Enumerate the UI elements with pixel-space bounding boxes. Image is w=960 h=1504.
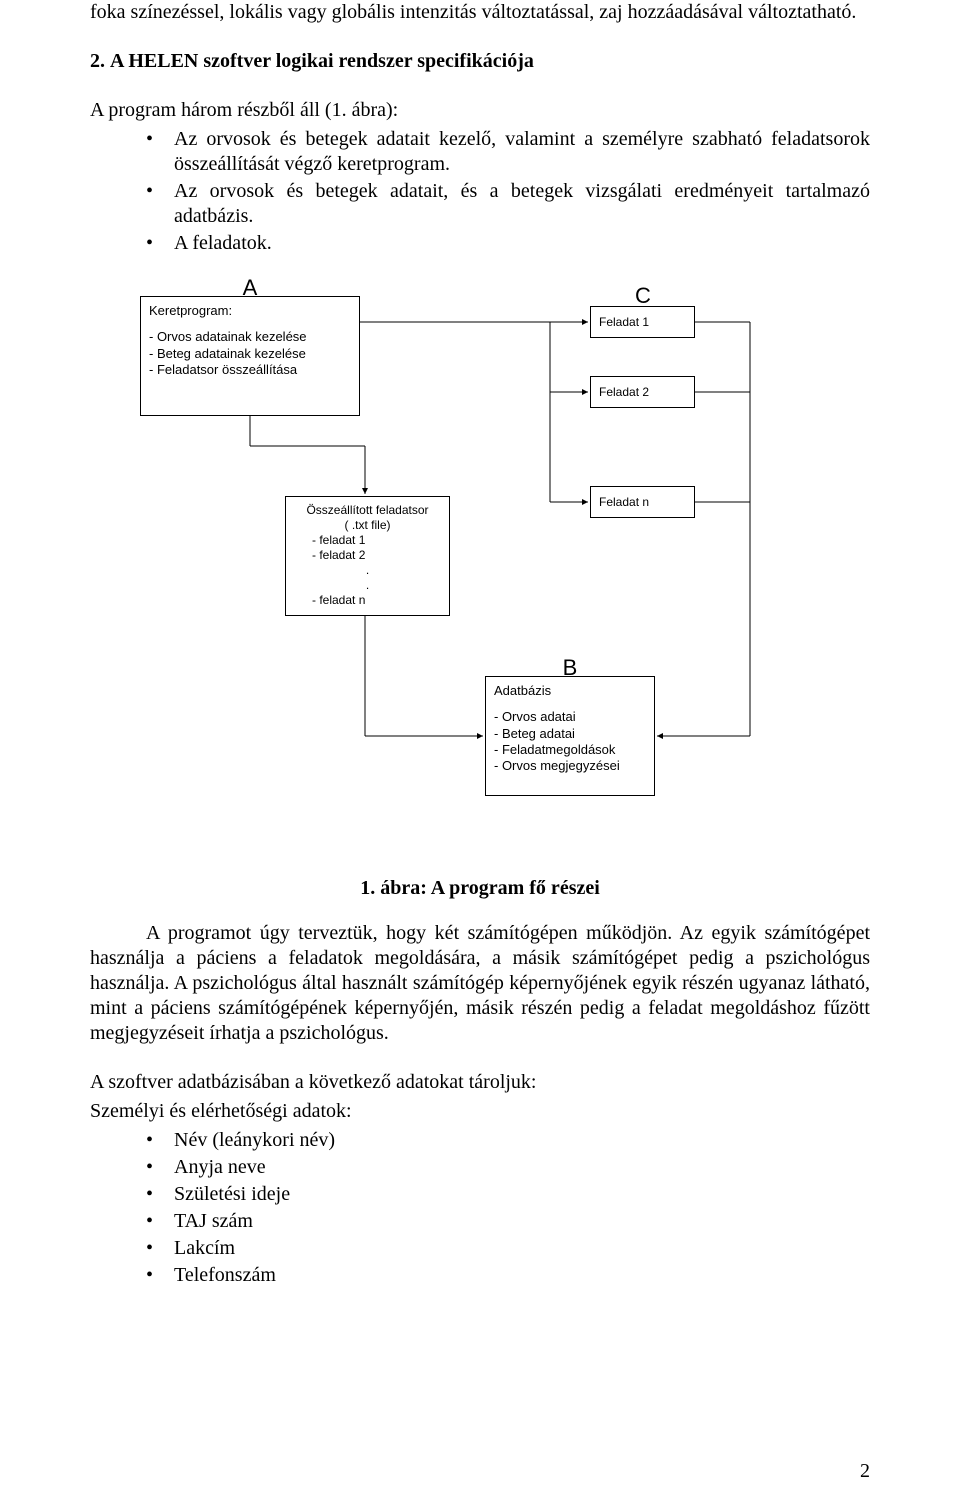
box-a-keretprogram: Keretprogram: - Orvos adatainak kezelése… [140, 296, 360, 416]
feladat-label: Feladat n [599, 495, 649, 510]
section-title: A HELEN szoftver logikai rendszer specif… [110, 50, 534, 72]
list-item: Születési ideje [146, 1182, 870, 1207]
file-line: Összeállított feladatsor [294, 503, 441, 518]
intro-line: A program három részből áll (1. ábra): [90, 98, 870, 123]
file-line: - feladat n [294, 593, 441, 608]
body-paragraph-1: A programot úgy terveztük, hogy két szám… [90, 921, 870, 1046]
intro-paragraph: foka színezéssel, lokális vagy globális … [90, 0, 870, 25]
box-a-item: - Feladatsor összeállítása [149, 362, 351, 378]
box-a-title: Keretprogram: [149, 303, 351, 319]
feladat-label: Feladat 1 [599, 315, 649, 330]
box-b-item: - Feladatmegoldások [494, 742, 646, 758]
box-a-item: - Beteg adatainak kezelése [149, 346, 351, 362]
figure-1-diagram: A Keretprogram: - Orvos adatainak kezelé… [90, 276, 870, 866]
section-heading: 2. A HELEN szoftver logikai rendszer spe… [90, 49, 870, 74]
bottom-bullet-list: Név (leánykori név) Anyja neve Születési… [146, 1128, 870, 1288]
feladat-box-1: Feladat 1 [590, 306, 695, 338]
box-b-title: Adatbázis [494, 683, 646, 699]
list-item: Anyja neve [146, 1155, 870, 1180]
feladat-box-2: Feladat 2 [590, 376, 695, 408]
list-item: Név (leánykori név) [146, 1128, 870, 1153]
list-item: A feladatok. [146, 231, 870, 256]
list-item: Lakcím [146, 1236, 870, 1261]
list-item: Telefonszám [146, 1263, 870, 1288]
box-b-item: - Orvos megjegyzései [494, 758, 646, 774]
feladat-box-n: Feladat n [590, 486, 695, 518]
file-line: . [294, 563, 441, 578]
top-bullet-list: Az orvosok és betegek adatait kezelő, va… [146, 127, 870, 256]
list-item: TAJ szám [146, 1209, 870, 1234]
box-b-item: - Beteg adatai [494, 726, 646, 742]
body-paragraph-3: Személyi és elérhetőségi adatok: [90, 1099, 870, 1124]
file-line: - feladat 2 [312, 548, 441, 563]
list-item: Az orvosok és betegek adatait kezelő, va… [146, 127, 870, 177]
box-a-item: - Orvos adatainak kezelése [149, 329, 351, 345]
body-paragraph-2: A szoftver adatbázisában a következő ada… [90, 1070, 870, 1095]
figure-caption: 1. ábra: A program fő részei [90, 876, 870, 901]
box-b-adatbazis: Adatbázis - Orvos adatai - Beteg adatai … [485, 676, 655, 796]
page: foka színezéssel, lokális vagy globális … [0, 0, 960, 1504]
file-line: . [294, 578, 441, 593]
file-line: ( .txt file) [294, 518, 441, 533]
file-line: - feladat 1 [312, 533, 441, 548]
page-number: 2 [860, 1459, 870, 1484]
box-b-item: - Orvos adatai [494, 709, 646, 725]
section-number: 2. [90, 50, 105, 72]
box-file: Összeállított feladatsor ( .txt file) - … [285, 496, 450, 616]
list-item: Az orvosok és betegek adatait, és a bete… [146, 179, 870, 229]
feladat-label: Feladat 2 [599, 385, 649, 400]
